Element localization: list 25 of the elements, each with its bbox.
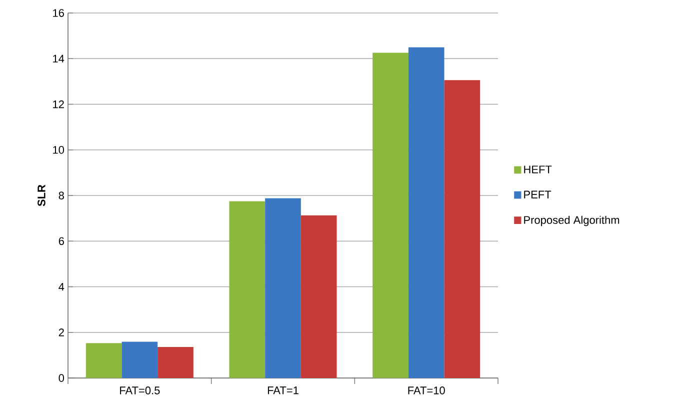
y-tick-label: 12 <box>53 100 64 108</box>
bar <box>158 346 194 378</box>
x-tick-label: FAT=0.5 <box>120 386 160 394</box>
x-tick-label: FAT=1 <box>268 386 298 394</box>
bar <box>300 215 337 378</box>
y-tick-label: 16 <box>53 9 64 17</box>
x-tick-label: FAT=10 <box>408 386 445 394</box>
bar <box>265 198 301 378</box>
bar <box>444 80 480 378</box>
y-tick-label: 14 <box>53 54 64 62</box>
y-tick-label: 8 <box>58 192 64 200</box>
y-tick-label: 4 <box>58 282 64 291</box>
bar <box>86 343 122 378</box>
legend-label: HEFT <box>524 166 552 174</box>
bar <box>229 201 266 378</box>
y-tick-label: 0 <box>58 374 64 382</box>
bar <box>408 47 444 378</box>
y-tick-label: 10 <box>53 146 64 154</box>
y-tick-label: 6 <box>58 237 64 246</box>
legend-label: PEFT <box>524 190 552 198</box>
bar <box>372 52 408 378</box>
y-tick-label: 2 <box>58 328 64 336</box>
y-axis-title: SLR <box>38 184 46 206</box>
legend-label: Proposed Algorithm <box>524 216 620 226</box>
bar <box>122 342 158 378</box>
